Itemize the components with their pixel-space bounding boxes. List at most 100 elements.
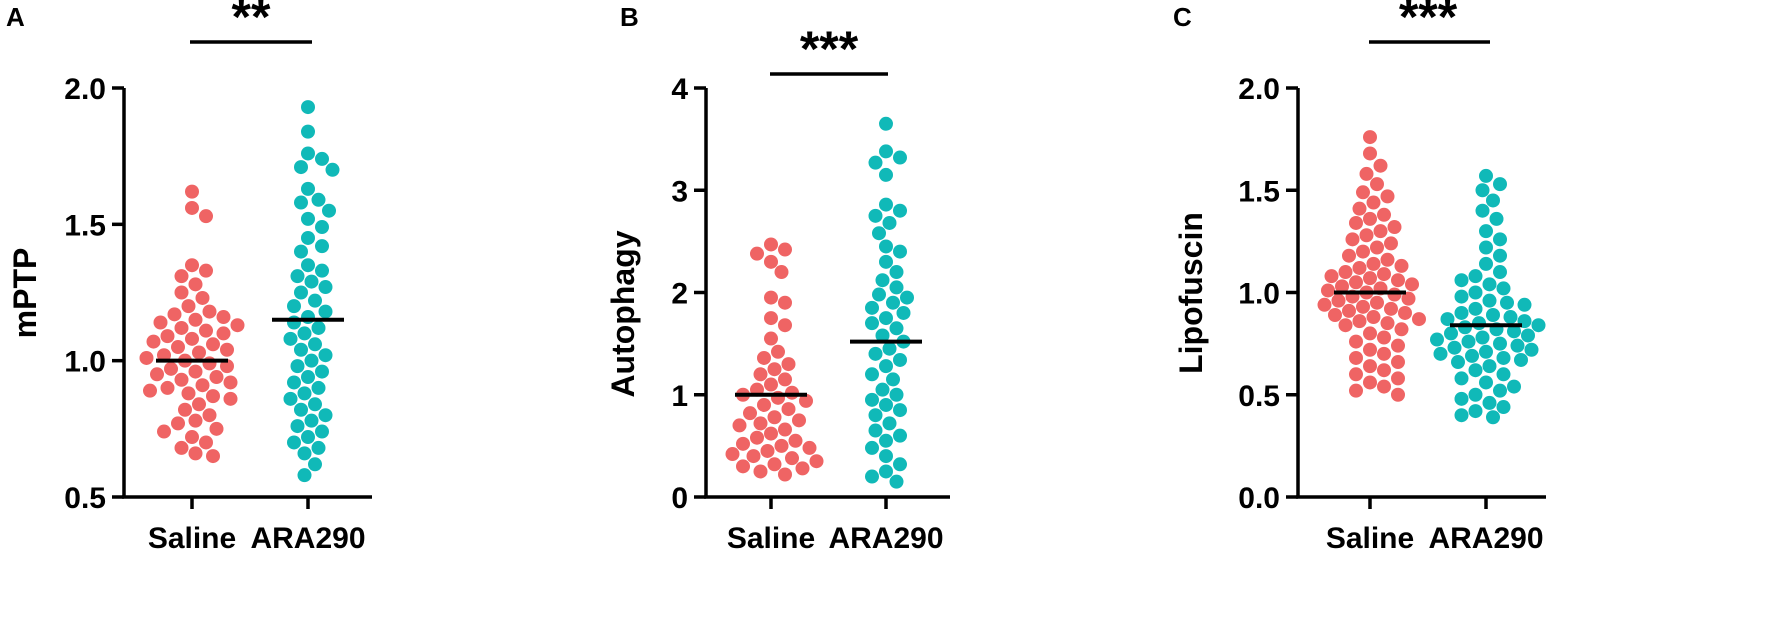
data-point-ara290 (294, 244, 308, 259)
data-point-ara290 (290, 359, 305, 374)
data-point-saline (1363, 271, 1377, 286)
data-point-saline (1391, 355, 1405, 370)
data-point-saline (199, 323, 213, 338)
data-point-ara290 (889, 280, 904, 295)
data-point-saline (792, 413, 806, 428)
y-tick-label: 1.5 (64, 209, 106, 242)
data-point-ara290 (868, 346, 883, 361)
data-point-saline (1391, 371, 1405, 386)
data-point-ara290 (1451, 355, 1465, 370)
x-tick-label-ara290: ARA290 (250, 522, 365, 555)
data-point-ara290 (879, 254, 893, 269)
data-point-saline (1387, 287, 1402, 302)
data-point-ara290 (1493, 177, 1507, 192)
data-point-saline (199, 209, 213, 224)
data-point-ara290 (868, 408, 883, 423)
data-point-ara290 (1496, 367, 1511, 382)
data-point-saline (185, 200, 199, 215)
data-point-saline (788, 433, 803, 448)
data-point-saline (174, 440, 189, 455)
data-point-saline (216, 326, 231, 341)
data-points (1317, 130, 1546, 425)
data-point-ara290 (325, 162, 340, 177)
data-point-ara290 (308, 457, 322, 472)
data-point-saline (764, 426, 778, 441)
data-point-saline (160, 380, 175, 395)
y-axis-label: mPTP (7, 248, 43, 339)
data-point-ara290 (1475, 330, 1490, 345)
data-point-saline (764, 331, 778, 346)
data-point-saline (781, 357, 796, 372)
data-point-saline (753, 464, 768, 479)
data-point-ara290 (297, 326, 312, 341)
panel-c: C *** Lipofuscin 0.00.51.01.52.0 Saline … (1173, 0, 1546, 555)
data-point-saline (1363, 146, 1377, 161)
data-point-saline (188, 277, 203, 292)
y-tick-label: 0.0 (1238, 482, 1280, 515)
y-axis-label: Lipofuscin (1173, 212, 1209, 374)
panel-label: A (6, 2, 25, 32)
data-point-ara290 (308, 293, 322, 308)
data-point-ara290 (315, 151, 329, 166)
data-point-saline (185, 184, 199, 199)
data-point-saline (771, 344, 785, 359)
data-point-ara290 (318, 304, 333, 319)
data-point-saline (802, 440, 817, 455)
data-point-saline (750, 246, 764, 261)
data-point-saline (774, 438, 789, 453)
mean-lines (156, 317, 344, 363)
data-point-saline (206, 449, 220, 464)
y-ticks: 0.5 1.0 1.5 2.0 (64, 73, 310, 515)
y-axis-label: Autophagy (605, 230, 641, 397)
panel-label: B (620, 2, 639, 32)
data-point-saline (139, 350, 154, 365)
data-point-ara290 (875, 273, 890, 288)
data-point-ara290 (1493, 265, 1507, 280)
x-tick-label-saline: Saline (148, 522, 236, 555)
data-point-ara290 (1521, 328, 1535, 343)
data-point-ara290 (1507, 324, 1521, 339)
data-point-saline (1345, 232, 1360, 247)
data-point-saline (1366, 256, 1381, 271)
data-point-saline (1359, 166, 1374, 181)
data-point-saline (223, 391, 238, 406)
data-point-saline (1377, 267, 1391, 282)
data-point-saline (781, 402, 796, 417)
data-point-saline (1349, 350, 1363, 365)
data-point-saline (767, 362, 782, 377)
data-point-ara290 (315, 220, 329, 235)
data-point-saline (764, 377, 778, 392)
y-tick-label: 1.0 (64, 346, 106, 379)
data-point-saline (1384, 236, 1398, 251)
data-point-saline (206, 389, 220, 404)
data-point-saline (188, 413, 203, 428)
data-point-ara290 (1444, 326, 1458, 341)
y-tick-label: 2.0 (1238, 73, 1280, 106)
data-point-saline (760, 443, 775, 458)
data-point-saline (753, 416, 768, 431)
data-point-ara290 (886, 372, 900, 387)
data-point-ara290 (294, 160, 308, 175)
data-point-saline (1377, 379, 1391, 394)
data-point-saline (795, 461, 810, 476)
data-point-ara290 (287, 435, 301, 450)
data-point-ara290 (882, 215, 897, 230)
data-point-ara290 (304, 274, 319, 289)
data-point-ara290 (294, 342, 308, 357)
data-point-saline (1317, 297, 1332, 312)
data-point-saline (202, 304, 217, 319)
data-point-ara290 (1454, 305, 1469, 320)
data-point-saline (1349, 275, 1363, 290)
data-point-saline (746, 449, 761, 464)
data-point-ara290 (1531, 318, 1546, 333)
data-point-ara290 (896, 305, 911, 320)
data-point-ara290 (1503, 310, 1518, 325)
data-point-saline (188, 364, 203, 379)
data-point-saline (778, 372, 792, 387)
data-point-saline (774, 265, 789, 280)
data-point-ara290 (1475, 183, 1490, 198)
data-point-ara290 (297, 386, 312, 401)
data-point-saline (778, 422, 792, 437)
data-point-ara290 (1479, 344, 1493, 359)
data-point-ara290 (1454, 289, 1469, 304)
